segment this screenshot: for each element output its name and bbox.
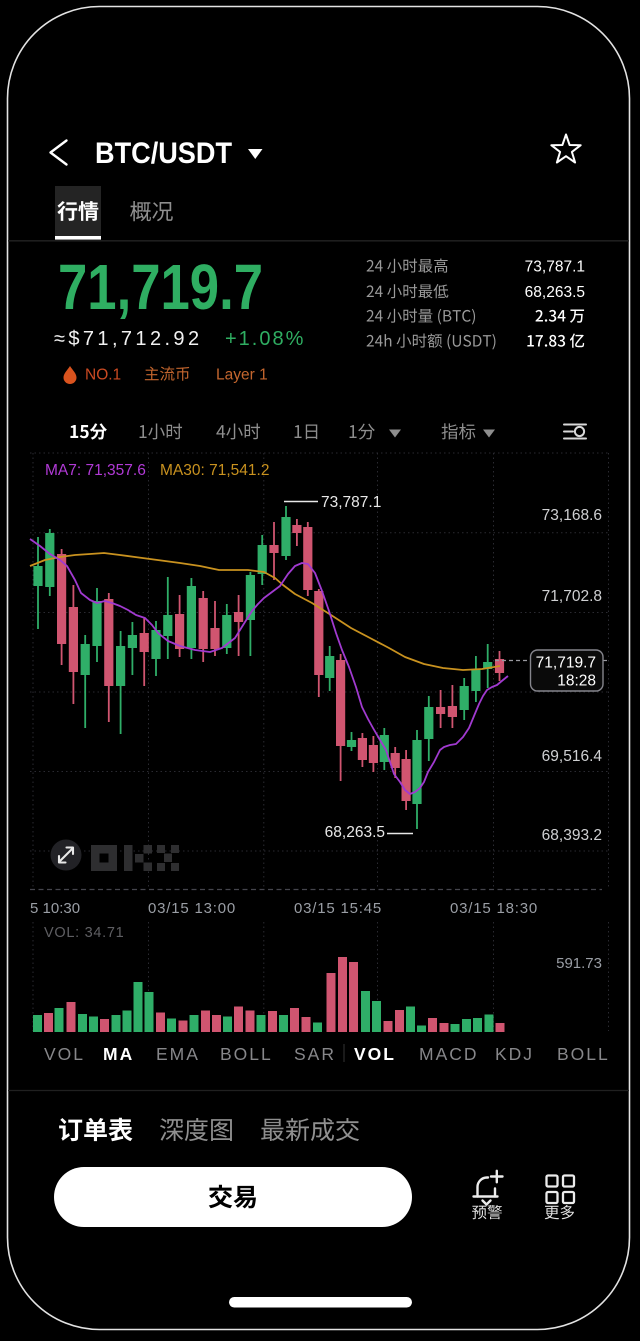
svg-text:73,787.1: 73,787.1 <box>525 259 585 276</box>
svg-text:MA: MA <box>103 1044 134 1064</box>
svg-text:Layer 1: Layer 1 <box>216 367 268 384</box>
svg-text:BTC/USDT: BTC/USDT <box>95 137 232 170</box>
svg-text:03/15 15:45: 03/15 15:45 <box>294 900 382 917</box>
svg-text:MA7: 71,357.6: MA7: 71,357.6 <box>45 462 146 479</box>
svg-text:18:28: 18:28 <box>557 673 596 690</box>
svg-text:591.73: 591.73 <box>556 955 602 972</box>
svg-text:+1.08%: +1.08% <box>225 328 305 350</box>
svg-text:69,516.4: 69,516.4 <box>542 748 603 765</box>
svg-text:68,263.5: 68,263.5 <box>325 824 385 841</box>
svg-text:VOL: 34.71: VOL: 34.71 <box>44 925 124 941</box>
svg-text:68,393.2: 68,393.2 <box>542 827 602 844</box>
svg-text:MA30: 71,541.2: MA30: 71,541.2 <box>160 462 269 479</box>
svg-text:73,787.1: 73,787.1 <box>321 494 381 511</box>
svg-text:EMA: EMA <box>156 1044 200 1064</box>
svg-text:MACD: MACD <box>419 1044 479 1064</box>
svg-text:71,702.8: 71,702.8 <box>542 588 602 605</box>
svg-text:BOLL: BOLL <box>220 1044 273 1064</box>
svg-text:68,263.5: 68,263.5 <box>525 284 585 301</box>
svg-text:≈$71,712.92: ≈$71,712.92 <box>54 328 202 350</box>
svg-text:71,719.7: 71,719.7 <box>58 251 263 323</box>
svg-text:VOL: VOL <box>44 1044 85 1064</box>
svg-text:NO.1: NO.1 <box>85 367 121 384</box>
svg-text:VOL: VOL <box>354 1044 396 1064</box>
svg-text:03/15 18:30: 03/15 18:30 <box>450 900 538 917</box>
svg-text:5 10:30: 5 10:30 <box>30 900 80 917</box>
svg-text:SAR: SAR <box>294 1044 336 1064</box>
svg-text:BOLL: BOLL <box>557 1044 610 1064</box>
svg-text:71,719.7: 71,719.7 <box>536 655 596 672</box>
svg-text:KDJ: KDJ <box>495 1044 534 1064</box>
svg-text:73,168.6: 73,168.6 <box>542 507 602 524</box>
svg-text:03/15 13:00: 03/15 13:00 <box>148 900 236 917</box>
